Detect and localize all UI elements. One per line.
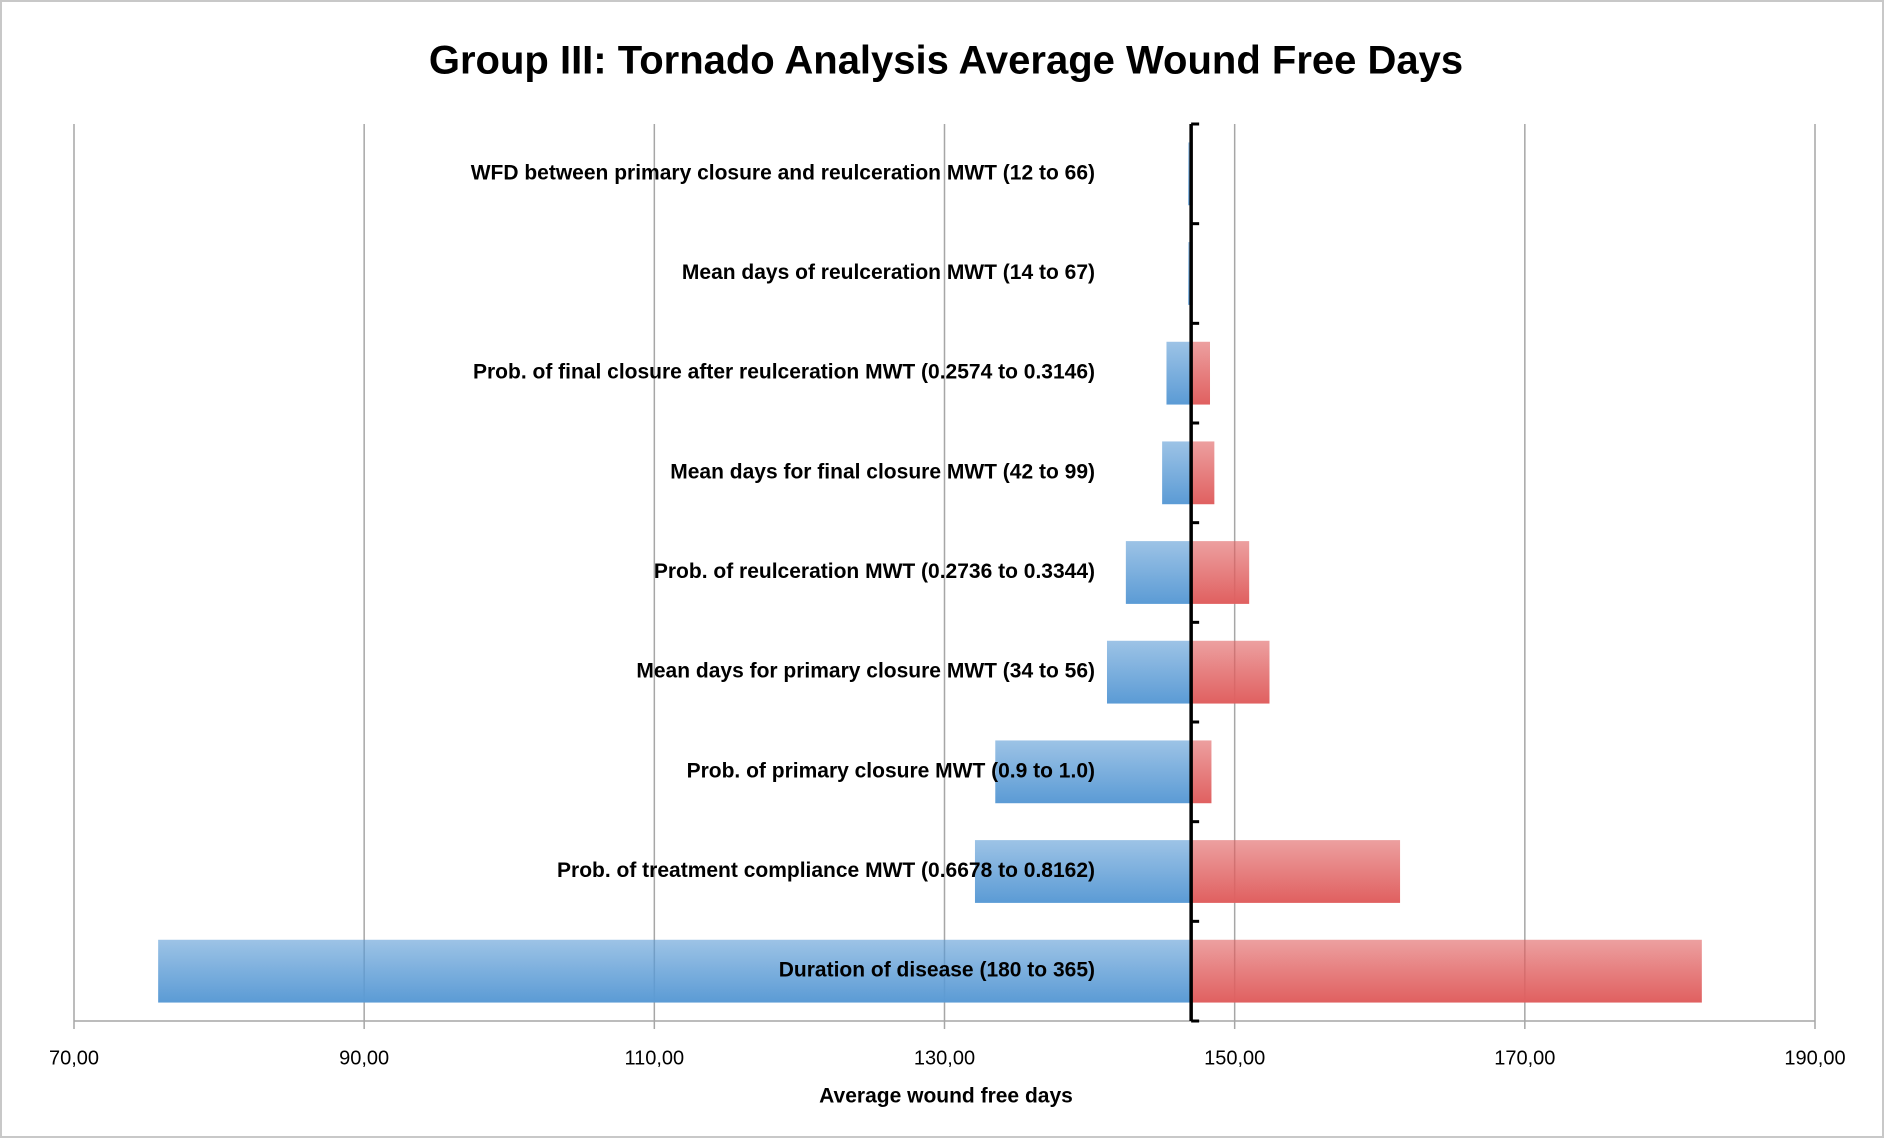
bar [1191, 640, 1270, 704]
bar [1125, 541, 1192, 604]
category-label: Mean days for final closure MWT (42 to 9… [670, 460, 1095, 483]
category-label: Duration of disease (180 to 365) [779, 959, 1095, 982]
bar [1191, 840, 1401, 903]
category-label: Mean days of reulceration MWT (14 to 67) [682, 261, 1095, 284]
x-tick-label: 110,00 [624, 1047, 684, 1069]
bar [995, 740, 1192, 804]
category-label: WFD between primary closure and reulcera… [471, 161, 1095, 184]
category-label: Prob. of treatment compliance MWT (0.667… [557, 859, 1095, 882]
bar [1166, 341, 1192, 405]
bar [974, 840, 1192, 903]
bar [1191, 441, 1215, 505]
x-tick-label: 130,00 [914, 1047, 975, 1069]
bar [1162, 441, 1192, 505]
x-tick-label: 70,00 [49, 1047, 99, 1069]
x-tick-label: 150,00 [1204, 1047, 1265, 1069]
bar [1191, 541, 1250, 604]
x-tick-label: 190,00 [1784, 1047, 1845, 1069]
category-label: Mean days for primary closure MWT (34 to… [636, 660, 1095, 683]
category-label: Prob. of final closure after reulceratio… [473, 361, 1095, 384]
category-label: Prob. of reulceration MWT (0.2736 to 0.3… [654, 560, 1095, 583]
bar [1191, 939, 1702, 1003]
x-tick-label: 170,00 [1494, 1047, 1555, 1069]
category-label: Prob. of primary closure MWT (0.9 to 1.0… [687, 759, 1095, 782]
x-axis-title: Average wound free days [819, 1085, 1073, 1108]
chart-title: Group III: Tornado Analysis Average Woun… [429, 39, 1463, 83]
bar [1106, 640, 1192, 704]
bar [158, 939, 1192, 1003]
bar [1191, 740, 1212, 804]
x-tick-label: 90,00 [339, 1047, 389, 1069]
bar [1191, 341, 1211, 405]
